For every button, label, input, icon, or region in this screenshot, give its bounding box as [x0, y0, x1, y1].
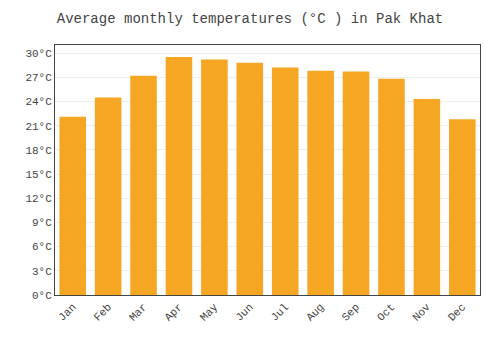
svg-text:May: May — [198, 301, 221, 324]
svg-text:Average monthly temperatures (: Average monthly temperatures (°C ) in Pa… — [57, 11, 443, 27]
svg-text:6°C: 6°C — [32, 241, 52, 253]
svg-text:Nov: Nov — [410, 301, 433, 324]
svg-text:30°C: 30°C — [25, 48, 52, 60]
svg-text:3°C: 3°C — [32, 266, 52, 278]
svg-text:Aug: Aug — [304, 301, 326, 323]
svg-text:Jun: Jun — [233, 301, 255, 323]
svg-text:Apr: Apr — [162, 301, 184, 323]
svg-text:18°C: 18°C — [25, 145, 52, 157]
svg-text:27°C: 27°C — [25, 72, 52, 84]
svg-text:Sep: Sep — [340, 301, 362, 323]
svg-text:Feb: Feb — [92, 301, 114, 323]
svg-text:9°C: 9°C — [32, 217, 52, 229]
svg-text:0°C: 0°C — [32, 290, 52, 302]
svg-text:Jul: Jul — [269, 301, 291, 323]
svg-text:Jan: Jan — [56, 301, 78, 323]
svg-text:Dec: Dec — [446, 301, 468, 323]
svg-text:12°C: 12°C — [25, 193, 52, 205]
svg-text:15°C: 15°C — [25, 169, 52, 181]
svg-text:21°C: 21°C — [25, 121, 52, 133]
svg-text:24°C: 24°C — [25, 96, 52, 108]
svg-text:Mar: Mar — [127, 301, 149, 323]
svg-text:Oct: Oct — [375, 301, 397, 323]
